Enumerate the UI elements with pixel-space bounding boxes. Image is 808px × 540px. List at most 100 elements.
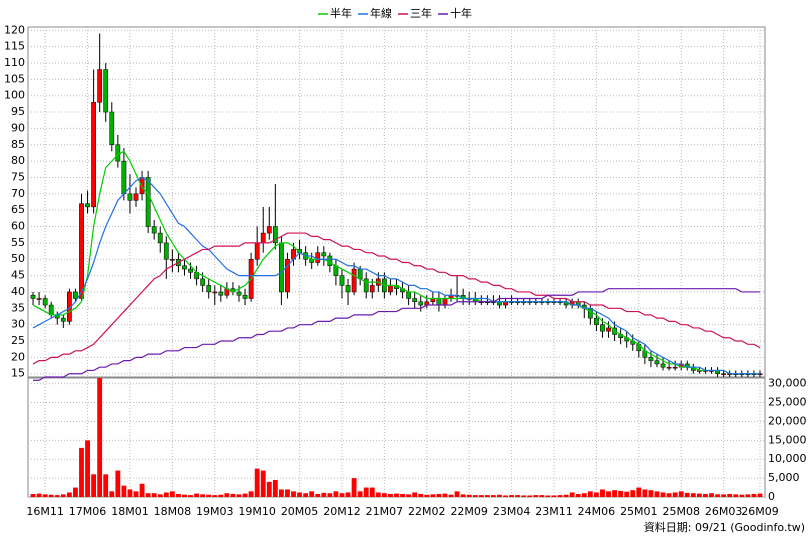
- candle-body: [242, 294, 248, 299]
- y-tick-label: 120: [4, 23, 25, 36]
- volume-bar: [472, 495, 478, 497]
- volume-bar: [375, 492, 381, 497]
- volume-bar: [394, 493, 399, 497]
- volume-bar: [703, 493, 708, 497]
- legend-label: 年線: [370, 6, 392, 20]
- volume-bar: [581, 493, 587, 497]
- volume-bar: [448, 494, 454, 497]
- volume-bar: [200, 494, 206, 497]
- candle-body: [139, 177, 145, 195]
- y-tick-label: 75: [11, 170, 25, 183]
- volume-bar: [42, 494, 48, 497]
- volume-bar: [454, 491, 460, 497]
- volume-bar: [103, 474, 109, 497]
- volume-bar: [321, 492, 327, 497]
- y-tick-label: 15,000: [768, 433, 807, 446]
- volume-bar: [133, 491, 139, 497]
- candle-body: [79, 203, 84, 299]
- candle-body: [315, 252, 321, 263]
- volume-bar: [315, 493, 321, 497]
- volume-bar: [612, 490, 618, 497]
- volume-bar: [91, 474, 97, 497]
- candle-body: [412, 298, 418, 303]
- volume-bar: [406, 494, 412, 497]
- volume-bar: [696, 493, 702, 497]
- volume-bar: [169, 491, 175, 497]
- y-tick-label: 30: [11, 318, 25, 331]
- volume-bar: [569, 492, 575, 497]
- volume-bar: [85, 440, 90, 497]
- volume-bar: [369, 487, 375, 497]
- volume-bar: [575, 493, 581, 497]
- y-tick-label: 35: [11, 301, 25, 314]
- candle-body: [648, 357, 654, 361]
- volume-bar: [297, 492, 302, 497]
- volume-bar: [236, 494, 242, 497]
- volume-bar: [491, 495, 496, 497]
- volume-bar: [309, 491, 315, 497]
- price-panel: [27, 26, 766, 378]
- candle-body: [418, 301, 424, 306]
- volume-bar: [412, 492, 418, 497]
- volume-panel: [27, 377, 766, 498]
- x-tick-label: 23M04: [493, 505, 531, 518]
- volume-bar: [642, 489, 648, 497]
- volume-bar: [363, 487, 369, 497]
- candle-body: [266, 226, 272, 234]
- volume-bar: [339, 493, 345, 497]
- volume-bar: [266, 481, 272, 497]
- candle-body: [109, 111, 115, 146]
- volume-bar: [460, 494, 466, 497]
- candle-body: [236, 291, 242, 296]
- moving-average-line: [33, 288, 760, 381]
- volume-bar: [388, 493, 393, 497]
- legend-label: 三年: [410, 6, 432, 20]
- candle-body: [606, 327, 611, 332]
- candle-body: [182, 265, 187, 270]
- candle-body: [157, 232, 163, 244]
- candle-body: [272, 226, 278, 244]
- volume-bar: [333, 491, 339, 497]
- volume-bar: [66, 492, 72, 497]
- candle-body: [388, 285, 393, 293]
- candle-body: [436, 298, 442, 306]
- volume-bar: [539, 495, 545, 497]
- candle-body: [279, 242, 284, 293]
- volume-bar: [721, 494, 727, 497]
- volume-bar: [715, 494, 720, 497]
- volume-bar: [224, 493, 230, 497]
- volume-bar: [418, 493, 424, 497]
- candle-body: [321, 252, 327, 257]
- volume-bar: [636, 487, 642, 497]
- candle-body: [369, 285, 375, 293]
- candle-body: [188, 268, 193, 273]
- volume-bar: [139, 483, 145, 497]
- volume-bar: [745, 494, 751, 497]
- candle-body: [721, 373, 726, 375]
- candle-body: [30, 294, 36, 299]
- volume-bar: [115, 470, 121, 497]
- volume-bar: [291, 491, 296, 497]
- volume-bar: [593, 492, 599, 497]
- volume-bar: [121, 485, 127, 497]
- volume-bar: [345, 492, 351, 497]
- candle-body: [363, 278, 369, 293]
- candle-body: [351, 268, 357, 293]
- x-tick-label: 22M09: [450, 505, 488, 518]
- candle-body: [91, 101, 96, 208]
- volume-bar: [424, 494, 430, 497]
- volume-bar: [727, 493, 733, 497]
- volume-bar: [60, 494, 66, 497]
- candle-body: [103, 69, 109, 113]
- volume-bar: [497, 494, 502, 497]
- volume-bar: [175, 493, 181, 497]
- candle-body: [121, 160, 127, 195]
- volume-bar: [79, 447, 84, 497]
- volume-bar: [30, 493, 36, 497]
- x-tick-label: 20M12: [323, 505, 361, 518]
- candle-body: [212, 291, 218, 294]
- y-tick-label: 25,000: [768, 396, 807, 409]
- volume-bar: [563, 494, 569, 497]
- candle-body: [327, 255, 333, 267]
